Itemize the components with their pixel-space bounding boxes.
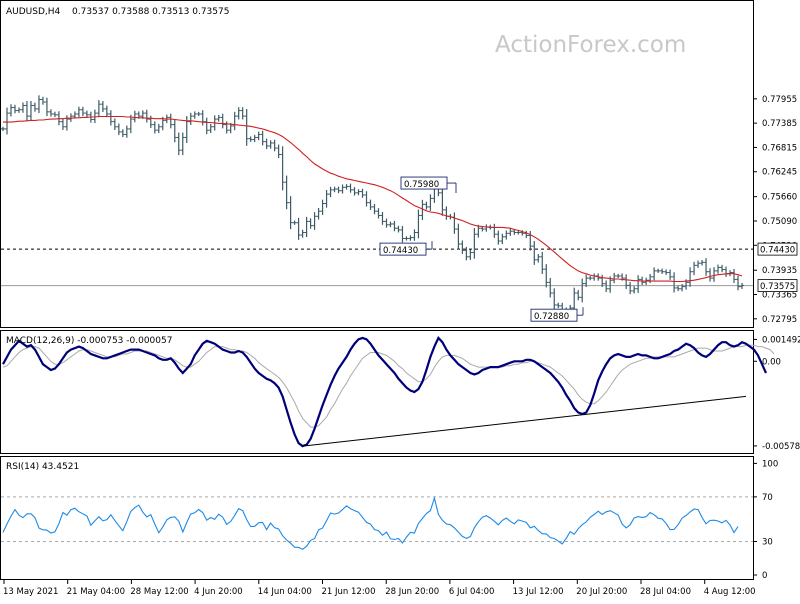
macd-title: MACD(12,26,9) -0.000753 -0.000057: [6, 336, 172, 346]
price-tick-label: 0.76815: [762, 143, 797, 153]
macd-panel-frame: [0, 330, 754, 454]
time-tick-label: 21 May 04:00: [67, 587, 125, 597]
macd-tick-label: 0.001492: [762, 335, 800, 345]
time-tick-label: 4 Aug 12:00: [704, 587, 756, 597]
price-panel-frame: [0, 0, 754, 328]
price-bars: [1, 95, 744, 316]
price-tick-label: 0.72795: [762, 315, 797, 325]
price-tick-label: 0.73935: [762, 266, 797, 276]
macd-indicator: [2, 335, 775, 448]
annotation-label: 0.74430: [383, 246, 418, 256]
price-tick-label: 0.75660: [762, 193, 797, 203]
chart-symbol: AUDUSD,H4: [6, 7, 61, 17]
price-tick-label: 0.76245: [762, 168, 797, 178]
watermark: ActionForex.com: [495, 32, 686, 58]
rsi-panel-frame: [0, 456, 754, 580]
price-tick-label: 0.73365: [762, 291, 797, 301]
level-label-support: 0.74430: [760, 246, 795, 256]
time-tick-label: 13 Jul 12:00: [513, 587, 564, 597]
annotation-label: 0.72880: [534, 312, 569, 322]
rsi-tick-label: 0: [762, 571, 767, 581]
time-tick-label: 4 Jun 20:00: [194, 587, 243, 597]
time-tick-label: 28 Jul 04:00: [640, 587, 691, 597]
time-tick-label: 20 Jul 20:00: [576, 587, 627, 597]
level-label-box-support: [757, 242, 798, 256]
rsi-tick-label: 30: [762, 538, 773, 548]
rsi-tick-label: 70: [762, 493, 773, 503]
time-tick-label: 14 Jun 04:00: [258, 587, 312, 597]
annotation-label: 0.75980: [404, 180, 439, 190]
time-tick-label: 6 Jul 04:00: [449, 587, 495, 597]
rsi-line: [2, 495, 739, 550]
time-tick-label: 21 Jun 12:00: [322, 587, 376, 597]
rsi-title: RSI(14) 43.4521: [6, 462, 79, 472]
macd-signal-line: [2, 344, 775, 428]
price-tick-label: 0.77955: [762, 95, 797, 105]
macd-trendline: [302, 395, 747, 447]
time-tick-label: 28 Jun 20:00: [385, 587, 439, 597]
rsi-tick-label: 100: [762, 459, 778, 469]
chart-ohlc: 0.73537 0.73588 0.73513 0.73575: [72, 7, 229, 17]
price-tick-label: 0.77385: [762, 119, 797, 129]
time-tick-label: 13 May 2021: [3, 587, 58, 597]
macd-main-line: [2, 335, 768, 448]
level-label-current: 0.73575: [760, 282, 795, 292]
ma-line: [3, 115, 743, 283]
macd-tick-label: -0.005784: [762, 442, 800, 452]
time-tick-label: 28 May 12:00: [130, 587, 188, 597]
ma-line-path: [3, 115, 743, 283]
macd-tick-label: 0.00: [762, 357, 781, 367]
rsi-indicator: [1, 495, 753, 550]
price-tick-label: 0.75090: [762, 217, 797, 227]
level-label-box-current: [757, 279, 798, 292]
